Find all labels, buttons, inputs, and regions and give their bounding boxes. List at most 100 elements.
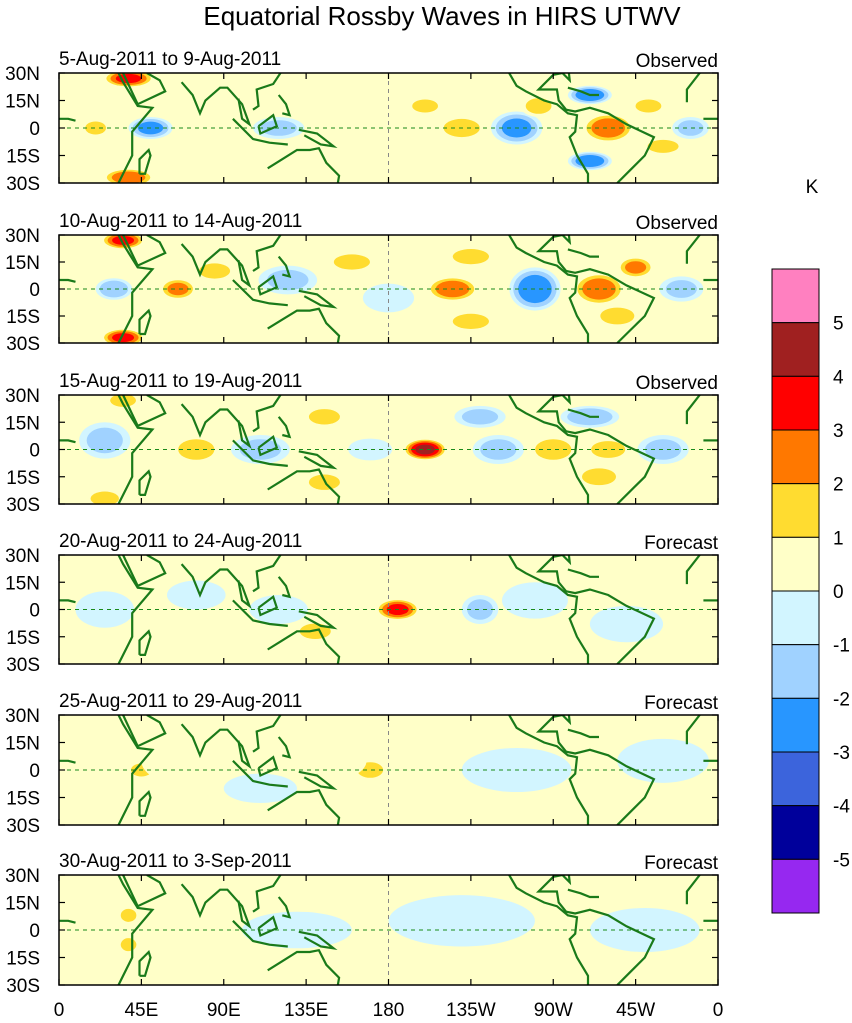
coast-africa bbox=[117, 875, 155, 985]
anomaly-contour bbox=[166, 580, 226, 610]
anomaly-field bbox=[95, 235, 704, 343]
coast-americas-east bbox=[535, 395, 656, 504]
coastlines bbox=[59, 715, 718, 825]
lat-tick-label: 30S bbox=[6, 495, 40, 516]
panel-date-range: 20-Aug-2011 to 24-Aug-2011 bbox=[59, 531, 302, 552]
coast-india-sea bbox=[180, 403, 252, 450]
coast-new-guinea bbox=[298, 289, 338, 309]
colorbar-level-label: -1 bbox=[833, 636, 850, 657]
lat-tick-label: 0 bbox=[29, 119, 40, 140]
anomaly-contour bbox=[267, 269, 309, 291]
panel-3: 15-Aug-2011 to 19-Aug-2011 Observed 30N 15N… bbox=[5, 371, 719, 516]
lat-tick-label: 30S bbox=[6, 816, 40, 837]
coast-madagascar bbox=[138, 147, 152, 175]
panel-5: 25-Aug-2011 to 29-Aug-2011 Forecast 30N 15N… bbox=[5, 691, 719, 837]
anomaly-contour bbox=[333, 254, 370, 270]
x-axis-tick-labels: 0 45E 90E 135E 180 135W 90W 45W 0 bbox=[54, 1000, 724, 1021]
coast-china bbox=[252, 73, 282, 111]
colorbar-level-label: 2 bbox=[833, 475, 844, 496]
coast-caribbean bbox=[567, 86, 599, 97]
coast-india-sea bbox=[180, 81, 252, 128]
coastlines bbox=[59, 555, 718, 664]
coast-africa bbox=[117, 235, 155, 343]
anomaly-contour bbox=[199, 263, 231, 279]
anomaly-contour bbox=[223, 773, 297, 804]
anomaly-contour bbox=[452, 313, 489, 329]
lat-tick-label: 15S bbox=[6, 468, 40, 489]
coast-philippines bbox=[277, 896, 292, 919]
coast-indonesia bbox=[232, 118, 288, 146]
coast-americas-west bbox=[507, 73, 590, 183]
coast-west-africa-right bbox=[685, 555, 702, 585]
lat-tick-label: 15S bbox=[6, 147, 40, 168]
coast-west-africa-right bbox=[685, 715, 702, 745]
anomaly-contour bbox=[582, 468, 617, 486]
lat-tick-label: 30S bbox=[6, 334, 40, 355]
colorbar-units-label: K bbox=[806, 177, 819, 198]
anomaly-contour bbox=[535, 439, 572, 460]
coast-caribbean bbox=[567, 568, 599, 578]
anomaly-contour bbox=[120, 908, 137, 922]
coast-west-africa-right bbox=[685, 875, 702, 905]
anomaly-contour bbox=[120, 938, 137, 952]
anomaly-contour bbox=[112, 333, 135, 343]
coast-africa-west bbox=[59, 439, 76, 444]
lon-tick-label: 45W bbox=[616, 1000, 655, 1021]
anomaly-contour bbox=[132, 908, 206, 952]
coast-caribbean bbox=[567, 408, 599, 418]
colorbar-level-label: 1 bbox=[833, 528, 844, 549]
coast-china bbox=[252, 715, 282, 753]
lat-tick-label: 15S bbox=[6, 307, 40, 328]
coast-india-sea bbox=[180, 883, 252, 930]
coast-americas-east bbox=[535, 73, 656, 183]
coast-arabia bbox=[122, 715, 167, 748]
coast-india-sea bbox=[180, 243, 252, 289]
coast-africa bbox=[117, 73, 155, 183]
colorbar-swatch bbox=[771, 590, 820, 646]
lat-tick-label: 15S bbox=[6, 949, 40, 970]
panel-date-range: 25-Aug-2011 to 29-Aug-2011 bbox=[59, 691, 302, 712]
anomaly-contour bbox=[480, 439, 517, 460]
colorbar-swatch bbox=[771, 483, 820, 538]
colorbar-level-label: -5 bbox=[833, 850, 850, 871]
colorbar-swatch bbox=[771, 805, 820, 860]
lat-tick-label: 30N bbox=[5, 866, 40, 887]
coast-borneo bbox=[257, 595, 279, 617]
coast-new-guinea bbox=[298, 610, 338, 630]
coast-west-africa-right bbox=[685, 73, 702, 103]
coast-indonesia bbox=[232, 279, 288, 307]
coast-philippines bbox=[277, 576, 292, 599]
anomaly-contour bbox=[99, 280, 129, 298]
lat-tick-label: 15N bbox=[5, 573, 40, 594]
lat-tick-label: 15N bbox=[5, 734, 40, 755]
lat-tick-label: 30S bbox=[6, 655, 40, 676]
panel-kind-label: Forecast bbox=[644, 693, 719, 714]
lat-tick-label: 0 bbox=[29, 441, 40, 462]
coast-australia bbox=[267, 307, 341, 343]
anomaly-contour bbox=[467, 599, 493, 620]
coastlines bbox=[59, 395, 718, 504]
coast-caribbean bbox=[567, 728, 599, 739]
anomaly-contour bbox=[644, 439, 682, 460]
coast-borneo bbox=[257, 435, 279, 457]
coast-australia bbox=[267, 146, 341, 183]
coast-madagascar bbox=[138, 469, 152, 496]
coast-madagascar bbox=[138, 789, 152, 817]
lat-tick-label: 15N bbox=[5, 92, 40, 113]
coast-americas-east bbox=[535, 875, 656, 985]
panel-4: 20-Aug-2011 to 24-Aug-2011 Forecast 30N 15N… bbox=[5, 531, 719, 676]
lat-tick-label: 0 bbox=[29, 761, 40, 782]
coast-arabia bbox=[122, 235, 167, 268]
colorbar-level-label: 3 bbox=[833, 421, 844, 442]
chart-title: Equatorial Rossby Waves in HIRS UTWV bbox=[203, 1, 681, 31]
coast-africa bbox=[117, 555, 155, 664]
anomaly-contour bbox=[85, 121, 107, 135]
anomaly-contour bbox=[110, 395, 136, 407]
anomaly-contour bbox=[461, 409, 499, 425]
coast-india-sea bbox=[180, 723, 252, 770]
colorbar-swatch bbox=[771, 858, 820, 914]
coast-west-africa-right bbox=[685, 235, 702, 264]
colorbar-swatch bbox=[771, 375, 820, 431]
panel-date-range: 10-Aug-2011 to 14-Aug-2011 bbox=[59, 211, 302, 232]
coast-africa bbox=[117, 395, 155, 504]
